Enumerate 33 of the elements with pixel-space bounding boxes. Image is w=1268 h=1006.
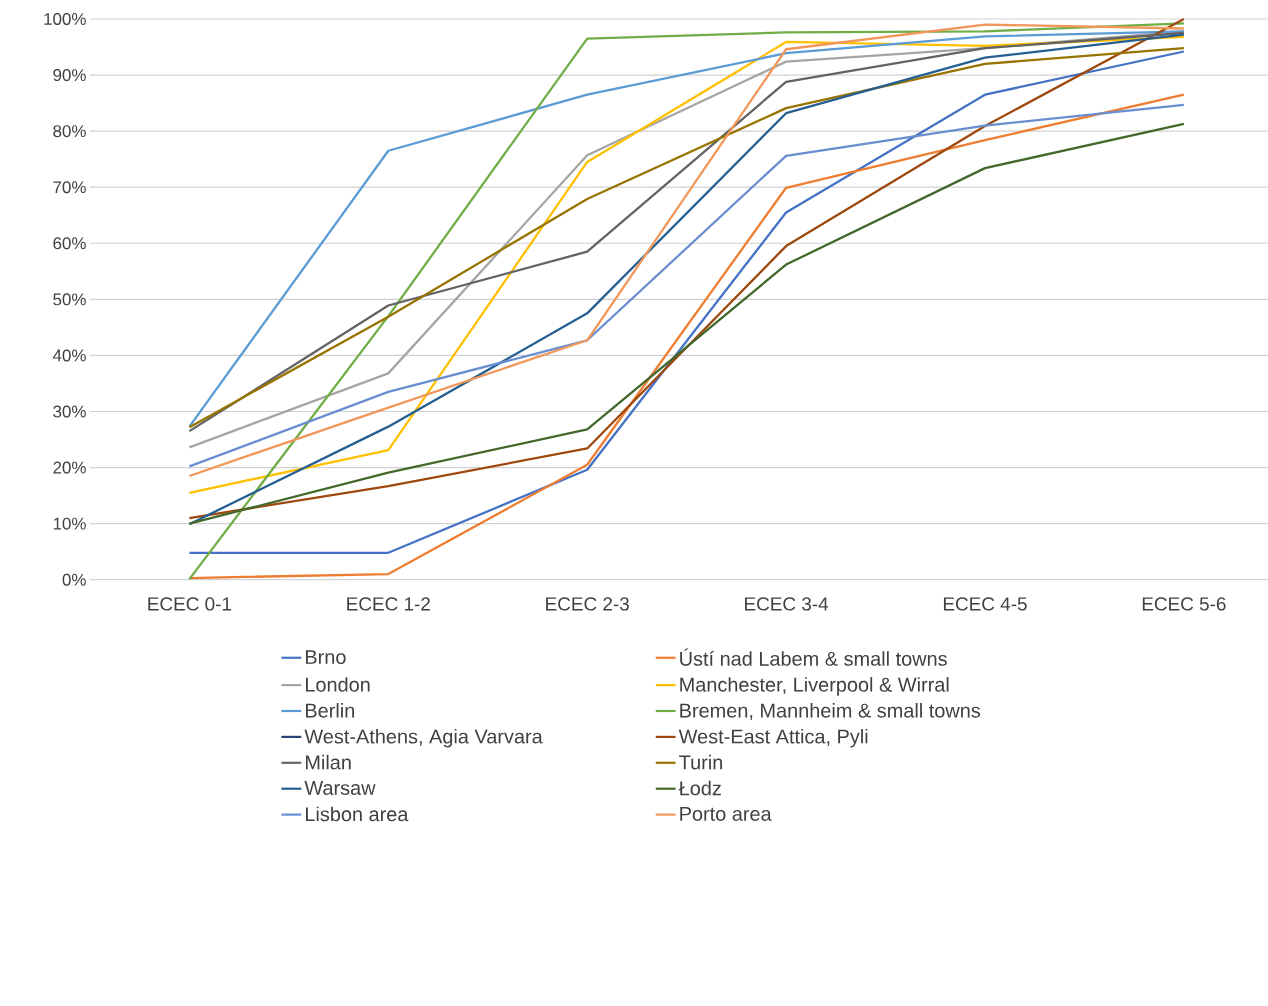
y-tick-label: 100%	[44, 13, 86, 26]
legend-label: Łodz	[678, 780, 721, 796]
legend-label: Turin	[679, 755, 723, 770]
legend-label: Ústí nad Labem & small towns	[680, 648, 947, 667]
y-tick-label: 90%	[53, 69, 86, 82]
legend-label: Manchester, Liverpool & Wirral	[680, 677, 949, 696]
legend-label: West-East Attica, Pyli	[678, 729, 868, 748]
x-tick-label: ECEC 2-3	[546, 597, 629, 611]
y-tick-label: 10%	[53, 517, 86, 530]
y-tick-label: 30%	[53, 405, 86, 418]
x-tick-label: ECEC 3-4	[745, 597, 829, 611]
x-tick-label: ECEC 4-5	[943, 597, 1027, 611]
y-tick-label: 50%	[53, 293, 86, 306]
legend-label: London	[306, 677, 370, 692]
legend-label: Berlin	[306, 703, 354, 718]
x-tick-label: ECEC 5-6	[1142, 597, 1226, 611]
y-tick-label: 80%	[53, 125, 86, 138]
x-tick-label: ECEC 1-2	[347, 597, 430, 611]
y-tick-label: 0%	[62, 573, 86, 586]
legend-label: Milan	[306, 755, 351, 770]
line-series	[188, 122, 1186, 526]
line-series	[188, 103, 1186, 468]
legend-label: Warsaw	[304, 781, 376, 796]
legend-label: Lisbon area	[306, 806, 409, 822]
y-tick-label: 20%	[53, 461, 86, 474]
legend-label: Brno	[306, 650, 346, 665]
x-tick-label: ECEC 0-1	[148, 597, 232, 611]
legend-label: West-Athens, Agia Varvara	[304, 729, 543, 748]
y-tick-label: 60%	[53, 237, 86, 250]
legend-label: Porto area	[680, 807, 772, 822]
legend-label: Bremen, Mannheim & small towns	[680, 703, 981, 721]
y-tick-label: 70%	[53, 181, 86, 194]
y-tick-label: 40%	[52, 349, 86, 362]
